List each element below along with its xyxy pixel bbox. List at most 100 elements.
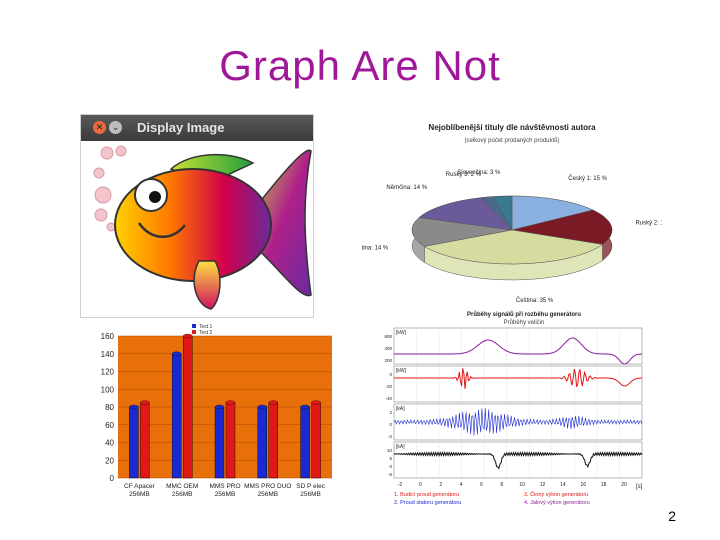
signal-legend-2: 3. Činný výkon generátoru	[524, 491, 588, 498]
bar-xtick-3: MMS PRO DUO	[244, 483, 291, 490]
bar-cap-2-1	[225, 400, 236, 405]
bar-xtick-unit-0: 256MB	[129, 491, 150, 498]
pie-label-6: Slovenčina: 3 %	[457, 170, 501, 176]
slide-title: Graph Are Not	[219, 42, 501, 89]
bar-xtick-2: MMS PRO	[209, 483, 240, 490]
pie-label-1: Ruský 2: 17 %	[635, 221, 662, 227]
signal-ytick-1-0: 0	[389, 372, 392, 377]
pie-subtitle: (celkový počet prodaných produktů)	[464, 137, 559, 144]
window-titlebar: ✕ ⌄ Display Image	[81, 115, 313, 141]
pie-label-2: Čeština: 35 %	[516, 297, 554, 304]
bar-2-0	[214, 406, 225, 479]
signal-trace-1	[394, 368, 643, 389]
signal-xtick-0: -2	[398, 482, 403, 488]
bar-ytick-4: 80	[105, 403, 114, 412]
bar-ytick-5: 100	[101, 385, 115, 394]
pie-chart: Nejoblíbenější tituly dle návštěvnosti a…	[362, 123, 662, 304]
bar-xtick-4: SD P elec	[296, 483, 326, 490]
bar-cap-4-0	[300, 404, 310, 410]
signal-xtick-3: 4	[460, 482, 463, 488]
signal-xlabel: [s]	[636, 484, 643, 490]
signal-trace-3	[393, 451, 643, 470]
signal-ylabel-2: [kA]	[396, 406, 405, 412]
signal-ylabel-0: [kW]	[396, 330, 407, 336]
signal-ytick-2-0: 2	[389, 410, 392, 415]
signal-xtick-11: 20	[621, 482, 627, 488]
bar-legend-label-0: Test 1	[199, 324, 213, 330]
signal-xtick-1: 0	[419, 482, 422, 488]
signal-ytick-3-3: -5	[388, 472, 392, 477]
page-number: 2	[668, 508, 676, 524]
close-icon[interactable]: ✕	[93, 121, 106, 134]
bar-legend-swatch-0	[192, 324, 196, 328]
pie-slice-6	[492, 195, 513, 231]
bar-cap-3-0	[257, 404, 267, 410]
signal-legend-0: 1. Budicí proud generátoru	[394, 492, 459, 498]
signal-panel-1	[393, 365, 643, 403]
bar-xtick-unit-2: 256MB	[215, 491, 236, 498]
bar-cap-3-1	[268, 400, 278, 405]
bar-2-1	[225, 402, 236, 479]
bar-cap-1-0	[172, 351, 182, 356]
signal-ytick-3-2: 0	[389, 464, 392, 469]
bar-xtick-unit-1: 256MB	[172, 491, 193, 498]
fish-illustration	[93, 145, 312, 310]
signal-trace-0	[394, 337, 643, 365]
signal-ytick-0-0: 600	[384, 334, 392, 339]
pie-slice-2	[423, 229, 604, 265]
bar-xtick-unit-4: 256MB	[300, 491, 321, 498]
bar-cap-2-0	[214, 404, 225, 410]
bar-ytick-8: 160	[101, 332, 115, 341]
signal-ytick-1-2: -40	[385, 396, 392, 401]
signal-xtick-8: 14	[560, 482, 566, 488]
fish-image-window: ✕ ⌄ Display Image	[80, 114, 314, 318]
signal-xtick-4: 6	[480, 482, 483, 488]
bar-0-0	[129, 406, 139, 479]
bar-legend-label-1: Test 2	[199, 330, 213, 336]
bar-cap-0-0	[129, 404, 139, 410]
pie-slice-0	[511, 195, 594, 231]
bar-ytick-1: 20	[105, 456, 114, 465]
signal-ytick-2-1: 0	[389, 422, 392, 427]
bar-legend-swatch-1	[192, 330, 196, 334]
signal-ytick-0-2: 200	[384, 358, 392, 363]
bar-ytick-3: 60	[105, 421, 114, 430]
bar-3-1	[268, 402, 279, 479]
signal-title: Průběhy signálů při rozběhu generátoru	[467, 311, 581, 318]
bar-cap-1-1	[183, 333, 193, 339]
signal-ylabel-3: [kA]	[396, 444, 405, 450]
signal-xtick-2: 2	[439, 482, 442, 488]
signal-xtick-5: 8	[500, 482, 503, 488]
signal-panel-3	[393, 441, 643, 479]
bar-ytick-6: 120	[101, 368, 115, 377]
signal-chart: Průběhy signálů při rozběhu generátoru P…	[384, 311, 643, 506]
signal-xtick-7: 12	[540, 482, 546, 488]
bar-1-0	[171, 353, 182, 479]
bar-cap-0-1	[140, 400, 150, 405]
signal-ylabel-1: [kW]	[396, 368, 407, 374]
pie-label-3: Francouzština: 14 %	[362, 246, 389, 252]
window-title: Display Image	[137, 120, 225, 135]
signal-panel-0	[393, 327, 643, 365]
chevron-down-icon[interactable]: ⌄	[109, 121, 122, 134]
bar-4-0	[300, 406, 310, 479]
bar-ytick-7: 140	[101, 350, 115, 359]
bar-1-1	[182, 335, 193, 479]
bar-ytick-2: 40	[105, 439, 114, 448]
bar-ytick-0: 0	[110, 474, 115, 483]
signal-xtick-6: 10	[519, 482, 525, 488]
pie-label-5: Rusky 3: 2 %	[446, 172, 482, 178]
bar-xtick-unit-3: 256MB	[257, 491, 278, 498]
signal-legend-3: 4. Jalový výkon generátoru	[524, 500, 590, 506]
signal-ytick-1-1: -20	[385, 384, 392, 389]
signal-trace-2	[393, 408, 643, 436]
signal-ytick-2-2: -2	[388, 434, 392, 439]
signal-ytick-3-0: 10	[387, 448, 393, 453]
bar-4-1	[311, 402, 321, 479]
pie-slice-1	[511, 209, 613, 245]
bar-xtick-1: MMC OEM	[166, 483, 198, 490]
signal-xtick-9: 16	[580, 482, 586, 488]
signal-chart-panel: Průběhy signálů při rozběhu generátoru P…	[374, 310, 658, 520]
signal-subtitle: Průběhy veličin	[504, 319, 545, 326]
signal-ytick-3-1: 5	[389, 456, 392, 461]
